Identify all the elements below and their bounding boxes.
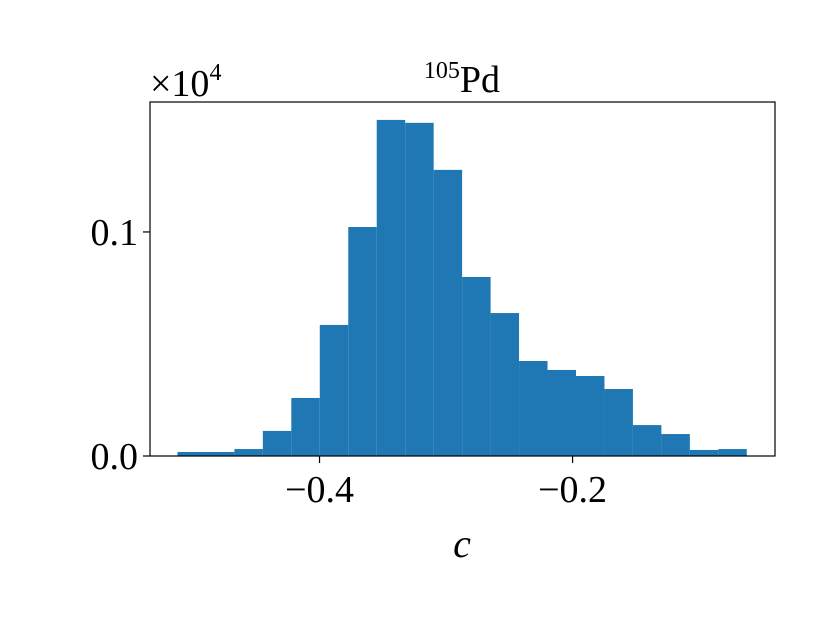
title-text: Pd (460, 59, 500, 101)
bar (519, 361, 548, 456)
x-axis-label: c (453, 521, 471, 566)
offset-label: ×104 (150, 60, 221, 105)
bar (689, 449, 719, 456)
bar (348, 227, 377, 456)
y-tick-label: 0.1 (91, 212, 139, 254)
bar (262, 430, 292, 456)
bar (490, 313, 520, 456)
bar (177, 451, 206, 456)
bar (205, 451, 235, 456)
bar (376, 119, 406, 457)
title-superscript: 105 (424, 58, 460, 84)
bar (718, 449, 747, 456)
bar (291, 397, 320, 456)
bar (661, 434, 690, 456)
bar (405, 122, 434, 457)
bar (547, 369, 576, 456)
bar (632, 425, 662, 456)
offset-base: ×10 (150, 63, 209, 105)
x-tick-label: −0.2 (538, 469, 607, 511)
axes-frame (149, 101, 776, 457)
bar (462, 276, 491, 456)
bar (604, 389, 633, 456)
offset-exponent: 4 (209, 60, 221, 86)
y-tick-label: 0.0 (91, 436, 139, 478)
bar (319, 324, 349, 456)
chart-title: 105Pd (424, 58, 500, 101)
bar (575, 376, 605, 456)
x-tick-label: −0.4 (285, 469, 354, 511)
bar (234, 449, 263, 456)
bar (433, 169, 463, 457)
